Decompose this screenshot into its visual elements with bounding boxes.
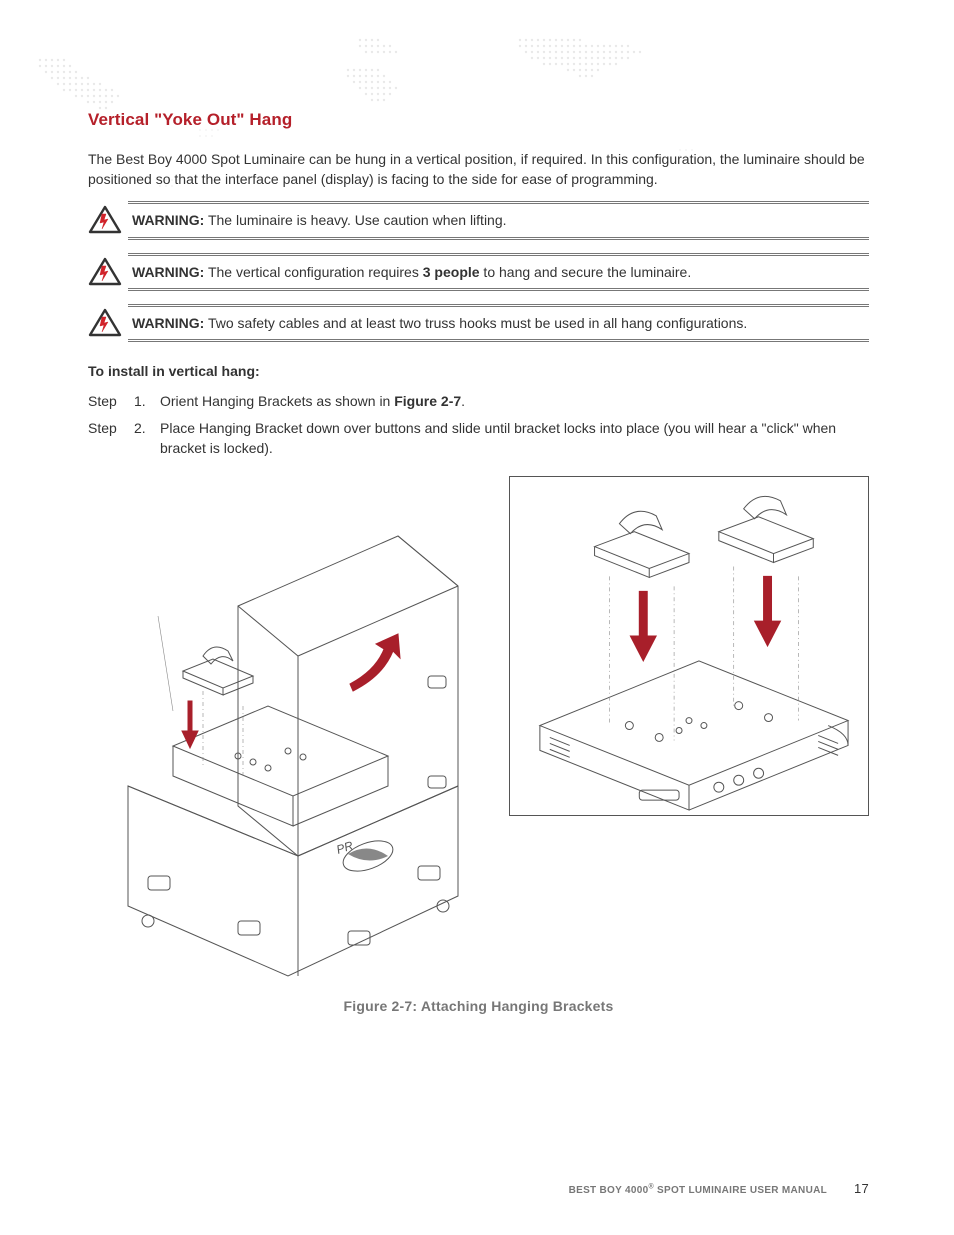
red-curved-arrow-icon — [350, 634, 400, 691]
page-number: 17 — [854, 1181, 869, 1196]
step-text: Place Hanging Bracket down over buttons … — [160, 418, 869, 459]
figure-caption: Figure 2-7: Attaching Hanging Brackets — [88, 996, 869, 1016]
manual-title: BEST BOY 4000® SPOT LUMINAIRE USER MANUA… — [569, 1185, 830, 1196]
figure-2-7: PR — [88, 476, 869, 1016]
warning-text: WARNING: Two safety cables and at least … — [128, 306, 869, 340]
step-label: Step — [88, 418, 134, 459]
warning-block: WARNING: Two safety cables and at least … — [88, 306, 869, 343]
step-row: Step 2. Place Hanging Bracket down over … — [88, 418, 869, 459]
warning-block: WARNING: The luminaire is heavy. Use cau… — [88, 203, 869, 240]
step-row: Step 1. Orient Hanging Brackets as shown… — [88, 391, 869, 411]
step-number: 1. — [134, 391, 160, 411]
warning-icon — [88, 257, 122, 287]
step-text: Orient Hanging Brackets as shown in Figu… — [160, 391, 869, 411]
warning-icon — [88, 205, 122, 235]
step-label: Step — [88, 391, 134, 411]
warning-icon — [88, 308, 122, 338]
install-heading: To install in vertical hang: — [88, 361, 869, 381]
section-title: Vertical "Yoke Out" Hang — [88, 108, 869, 133]
page-footer: BEST BOY 4000® SPOT LUMINAIRE USER MANUA… — [569, 1180, 869, 1199]
figure-left-illustration: PR — [88, 476, 498, 986]
warning-text: WARNING: The luminaire is heavy. Use cau… — [128, 203, 869, 237]
warning-block: WARNING: The vertical configuration requ… — [88, 255, 869, 292]
red-down-arrow-icon — [630, 592, 656, 662]
figure-right-illustration — [509, 476, 869, 816]
step-number: 2. — [134, 418, 160, 459]
red-down-arrow-icon — [755, 577, 781, 647]
warning-text: WARNING: The vertical configuration requ… — [128, 255, 869, 289]
intro-paragraph: The Best Boy 4000 Spot Luminaire can be … — [88, 149, 869, 190]
